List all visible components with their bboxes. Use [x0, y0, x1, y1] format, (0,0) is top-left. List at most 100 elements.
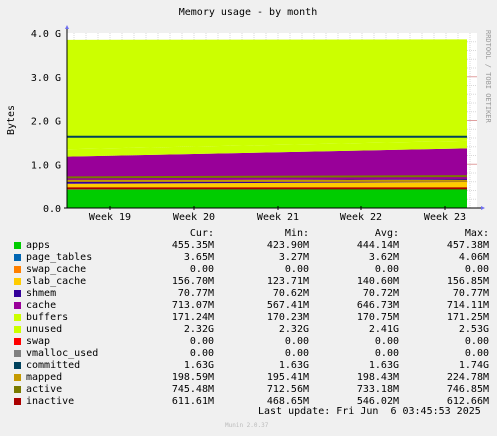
area-unused: [67, 39, 467, 150]
legend-cur: 171.24M: [171, 312, 214, 323]
legend-max: 0.00: [464, 336, 489, 347]
y-tick-label: 1.0 G: [31, 160, 61, 171]
legend-avg: 140.60M: [356, 276, 399, 287]
legend-cur: 0.00: [189, 348, 214, 359]
legend-swatch: [14, 362, 21, 369]
axes: [64, 25, 485, 210]
legend-min: 3.27M: [278, 252, 309, 263]
legend-cur: 455.35M: [171, 240, 214, 251]
legend-max: 224.78M: [446, 372, 489, 383]
y-tick-labels: 0.0 1.0 G 2.0 G 3.0 G 4.0 G: [31, 29, 61, 215]
legend-swatch: [14, 350, 21, 357]
legend-min: 0.00: [284, 336, 309, 347]
legend-cur: 70.77M: [177, 288, 214, 299]
legend-swatch: [14, 314, 21, 321]
legend-name: page_tables: [26, 252, 93, 263]
x-tick-label: Week 20: [173, 212, 215, 223]
legend-max: 2.53G: [458, 324, 489, 335]
legend-swatch: [14, 266, 21, 273]
legend-name: apps: [26, 240, 51, 251]
legend-name: mapped: [26, 372, 63, 383]
legend-max: 156.85M: [446, 276, 489, 287]
legend-avg: 170.75M: [356, 312, 399, 323]
chart-title: Memory usage - by month: [179, 7, 317, 18]
legend-row-swap: swap 0.00 0.00 0.00 0.00: [14, 336, 494, 348]
area-apps: [67, 188, 467, 208]
legend-row-apps: apps 455.35M 423.90M 444.14M 457.38M: [14, 240, 494, 252]
legend-min: 70.62M: [272, 288, 309, 299]
x-tick-label: Week 23: [424, 212, 466, 223]
legend-name: buffers: [26, 312, 69, 323]
line-series: [66, 135, 468, 190]
legend-max: 746.85M: [446, 384, 489, 395]
y-axis-label: Bytes: [6, 105, 17, 135]
legend-max: 714.11M: [446, 300, 489, 311]
legend-max: 612.66M: [446, 396, 489, 407]
legend-row-vmalloc_used: vmalloc_used 0.00 0.00 0.00 0.00: [14, 348, 494, 360]
y-tick-label: 4.0 G: [31, 29, 61, 40]
stacked-areas: [67, 39, 467, 208]
legend-swatch: [14, 398, 21, 405]
legend-max: 457.38M: [446, 240, 489, 251]
legend-cur: 611.61M: [171, 396, 214, 407]
legend-header-min: Min:: [284, 228, 309, 239]
legend-row-inactive: inactive 611.61M 468.65M 546.02M 612.66M: [14, 396, 494, 408]
legend-min: 567.41M: [266, 300, 309, 311]
legend-name: swap_cache: [26, 264, 87, 275]
legend-swatch: [14, 374, 21, 381]
legend-name: swap: [26, 336, 51, 347]
legend-swatch: [14, 242, 21, 249]
legend-name: committed: [26, 360, 81, 371]
legend-name: unused: [26, 324, 63, 335]
legend-min: 423.90M: [266, 240, 309, 251]
legend-min: 1.63G: [278, 360, 309, 371]
legend-swatch: [14, 278, 21, 285]
legend-row-buffers: buffers 171.24M 170.23M 170.75M 171.25M: [14, 312, 494, 324]
legend-avg: 70.72M: [362, 288, 399, 299]
legend-swatch: [14, 338, 21, 345]
last-update: Last update: Fri Jun 6 03:45:53 2025: [258, 406, 481, 417]
legend-header-avg: Avg:: [374, 228, 399, 239]
legend-min: 468.65M: [266, 396, 309, 407]
legend-min: 170.23M: [266, 312, 309, 323]
legend-cur: 156.70M: [171, 276, 214, 287]
legend-row-swap_cache: swap_cache 0.00 0.00 0.00 0.00: [14, 264, 494, 276]
legend-min: 195.41M: [266, 372, 309, 383]
y-tick-label: 3.0 G: [31, 73, 61, 84]
legend-row-page_tables: page_tables 3.65M 3.27M 3.62M 4.06M: [14, 252, 494, 264]
legend-cur: 1.63G: [183, 360, 214, 371]
legend-row-slab_cache: slab_cache 156.70M 123.71M 140.60M 156.85M: [14, 276, 494, 288]
legend-avg: 444.14M: [356, 240, 399, 251]
y-tick-label: 2.0 G: [31, 117, 61, 128]
legend-swatch: [14, 386, 21, 393]
legend-header-cur: Cur:: [189, 228, 214, 239]
area-cache: [67, 148, 467, 181]
legend-name: vmalloc_used: [26, 348, 99, 359]
y-axis-arrow: [65, 25, 69, 29]
line-active: [66, 175, 468, 179]
legend-row-active: active 745.48M 712.56M 733.18M 746.85M: [14, 384, 494, 396]
legend-avg: 733.18M: [356, 384, 399, 395]
footer: Munin 2.0.37: [225, 422, 269, 429]
x-tick-label: Week 19: [89, 212, 131, 223]
legend-cur: 198.59M: [171, 372, 214, 383]
legend-swatch: [14, 254, 21, 261]
legend-name: shmem: [26, 288, 57, 299]
legend-max: 0.00: [464, 264, 489, 275]
x-axis-arrow: [481, 206, 485, 210]
legend-row-committed: committed 1.63G 1.63G 1.63G 1.74G: [14, 360, 494, 372]
x-tick-labels: Week 19 Week 20 Week 21 Week 22 Week 23: [89, 206, 466, 223]
rrdtool-credit: RRDTOOL / TOBI OETIKER: [484, 30, 492, 124]
legend-max: 1.74G: [458, 360, 489, 371]
legend-header-max: Max:: [464, 228, 489, 239]
legend-avg: 198.43M: [356, 372, 399, 383]
legend-min: 712.56M: [266, 384, 309, 395]
legend-min: 0.00: [284, 348, 309, 359]
legend-row-cache: cache 713.07M 567.41M 646.73M 714.11M: [14, 300, 494, 312]
legend-cur: 2.32G: [183, 324, 214, 335]
legend-min: 2.32G: [278, 324, 309, 335]
area-buffers: [67, 140, 467, 157]
legend-name: inactive: [26, 396, 75, 407]
legend-header: Cur: Min: Avg: Max:: [14, 228, 494, 240]
x-tick-label: Week 21: [257, 212, 299, 223]
